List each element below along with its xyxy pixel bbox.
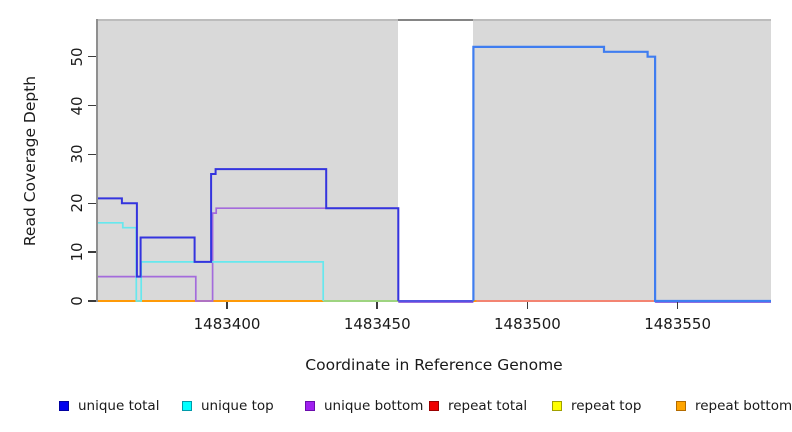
y-axis-tick — [88, 300, 96, 302]
legend-swatch-icon — [305, 401, 315, 411]
legend-swatch-icon — [676, 401, 686, 411]
legend-label: unique top — [201, 398, 274, 414]
legend-item-repeat-bottom: repeat bottom — [676, 398, 792, 414]
legend-item-unique-top: unique top — [182, 398, 274, 414]
x-axis-tick — [676, 302, 679, 309]
y-axis-tick-label: 0 — [68, 296, 86, 306]
x-axis-tick-label: 1483450 — [343, 315, 411, 333]
legend-swatch-icon — [182, 401, 192, 411]
legend-label: unique bottom — [324, 398, 424, 414]
y-axis-tick — [88, 202, 96, 205]
legend-item-unique-bottom: unique bottom — [305, 398, 423, 414]
y-axis-tick — [88, 251, 96, 253]
uncovered-gap-top-border — [398, 18, 474, 21]
y-axis-tick-label: 40 — [68, 96, 86, 116]
legend-swatch-icon — [59, 401, 69, 411]
series-line-unique-total — [472, 45, 771, 303]
covered-region-2 — [473, 20, 771, 302]
y-axis-tick-label: 20 — [68, 193, 86, 213]
legend-label: repeat top — [571, 398, 642, 414]
legend-swatch-icon — [429, 401, 439, 411]
x-axis-tick — [526, 302, 529, 309]
plot-area — [97, 18, 771, 304]
x-axis-title: Coordinate in Reference Genome — [305, 356, 563, 374]
legend-swatch-icon — [552, 401, 562, 411]
legend-item-repeat-top: repeat top — [552, 398, 641, 414]
legend: unique total unique top unique bottom repea… — [0, 398, 792, 418]
y-axis-tick-label: 10 — [68, 242, 86, 262]
y-axis-tick-label: 30 — [68, 144, 86, 164]
series-line-unique-top — [97, 221, 325, 302]
y-axis-line — [95, 19, 98, 302]
y-axis-tick — [88, 104, 96, 107]
covered-region-1 — [97, 20, 399, 302]
legend-item-unique-total: unique total — [59, 398, 159, 414]
series-lines-svg — [97, 45, 771, 304]
legend-label: unique total — [78, 398, 160, 414]
x-axis-tick-label: 1483500 — [494, 315, 561, 333]
y-axis-tick — [88, 55, 96, 58]
y-axis-title: Read Coverage Depth — [21, 75, 39, 247]
y-axis-tick-label: 50 — [68, 47, 86, 67]
series-line-unique-bottom — [97, 207, 400, 302]
x-axis-tick-label: 1483400 — [193, 315, 261, 333]
legend-item-repeat-total: repeat total — [429, 398, 527, 414]
x-axis-tick — [226, 302, 228, 309]
series-line-unique-total — [97, 168, 400, 301]
legend-label: repeat total — [448, 398, 528, 414]
y-axis-tick — [88, 153, 96, 156]
x-axis-tick — [376, 302, 378, 309]
legend-label: repeat bottom — [695, 398, 792, 414]
x-axis-tick-label: 1483550 — [644, 315, 711, 333]
